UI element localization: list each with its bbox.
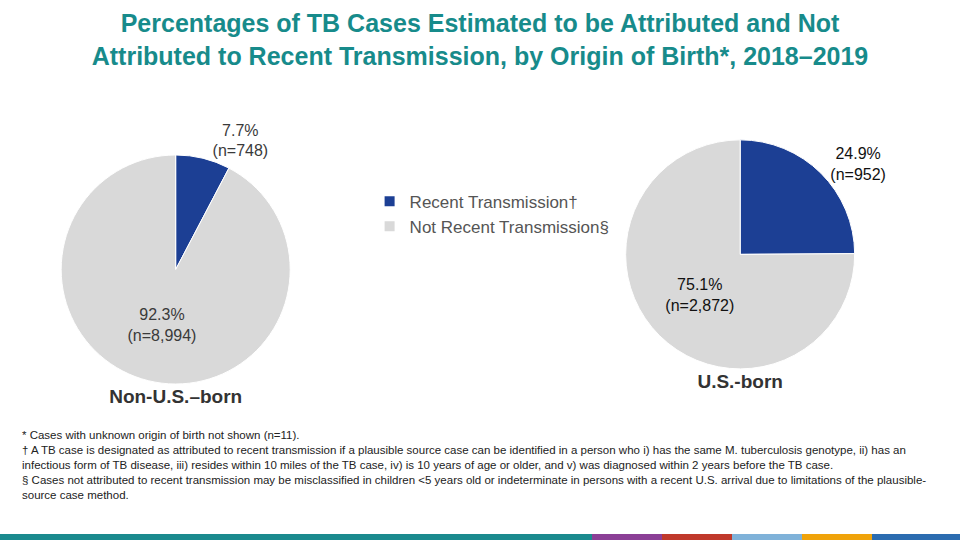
svg-text:7.7%(n=748): 7.7%(n=748) [213, 122, 269, 160]
html-text:* Cases with unknown origin of: * Cases with unknown origin of birth not… [22, 429, 300, 441]
svg-text:U.S.-born: U.S.-born [697, 371, 783, 392]
html-text:§ Cases not attributed to rece: § Cases not attributed to recent transmi… [22, 474, 927, 501]
svg-text:Recent Transmission†: Recent Transmission† [410, 193, 578, 212]
svg-text:92.3%(n=8,994): 92.3%(n=8,994) [127, 306, 196, 344]
svg-text:24.9%(n=952): 24.9%(n=952) [830, 145, 886, 183]
svg-text:75.1%(n=2,872): 75.1%(n=2,872) [665, 276, 734, 314]
svg-text:Non-U.S.–born: Non-U.S.–born [109, 386, 242, 407]
html-text:† A TB case is designated as a: † A TB case is designated as attributed … [22, 444, 906, 471]
svg-text:Percentages of TB Cases Estima: Percentages of TB Cases Estimated to be … [92, 9, 869, 70]
svg-text:Not Recent Transmission§: Not Recent Transmission§ [410, 218, 609, 237]
